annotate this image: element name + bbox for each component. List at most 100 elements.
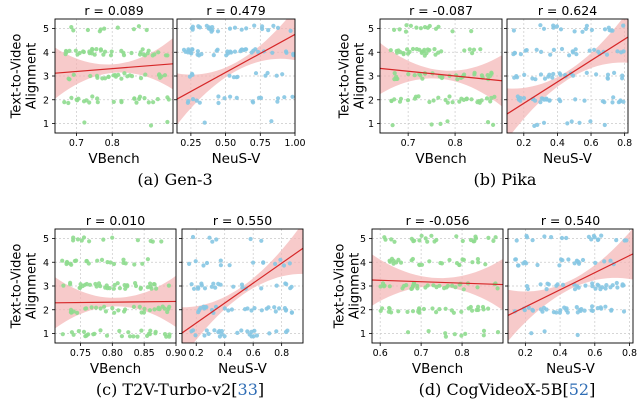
data-point [422,47,427,53]
data-point [454,234,459,239]
data-point [69,25,74,30]
data-point [575,310,580,315]
data-point [554,283,559,288]
correlation-title: r = 0.550 [213,213,272,228]
data-point [71,72,76,77]
data-point [84,281,89,287]
data-point [414,25,419,30]
data-point [386,309,391,314]
data-point [256,49,261,55]
data-point [98,306,103,311]
data-point [80,283,85,289]
data-point [76,329,81,334]
data-point [159,239,164,244]
panel-a-neusv: 0.25 0.50 0.75 1.00 r = 0.479 NeuS-V [174,3,306,167]
data-point [226,308,231,313]
regression-line [507,36,628,115]
data-point [135,238,140,243]
data-point [77,285,82,290]
x-tick-label: 0.90 [165,348,186,359]
data-point [571,73,576,78]
data-point [405,98,411,103]
y-axis-label-line-1: Text-to-Video [10,34,25,120]
x-tick-label: 0.80 [102,348,123,359]
data-point [450,283,455,288]
data-point [415,283,420,288]
data-point [470,308,475,313]
data-point [206,26,211,31]
data-point [476,260,481,265]
data-point [145,333,150,338]
data-point [610,100,615,105]
data-point [119,48,124,54]
data-point [267,331,272,336]
data-point [254,333,260,338]
data-point [516,97,522,102]
data-point [554,24,560,29]
x-axis-label: NeuS-V [546,361,596,377]
data-point [166,97,171,102]
data-point [65,260,70,265]
data-point [106,74,111,79]
data-point [274,73,279,78]
y-tick-label: 5 [43,234,49,245]
data-point [162,73,168,78]
x-tick-label: 0.50 [215,138,236,149]
data-point [148,284,153,289]
data-point [418,26,423,31]
data-point [252,328,257,333]
data-point [541,120,547,125]
data-point [235,330,240,335]
data-point [72,258,77,264]
data-point [121,257,126,262]
data-point [290,94,295,99]
data-point [229,50,234,55]
data-point [560,282,566,287]
data-point [569,119,574,124]
data-point [116,308,121,313]
data-point [111,261,117,267]
plot-content [182,229,303,343]
data-point [538,72,544,77]
data-point [567,53,572,58]
regression-line [55,63,173,74]
data-point [436,50,441,55]
data-point [394,260,399,265]
data-point [195,49,200,54]
data-point [96,281,102,286]
data-point [94,73,100,78]
data-point [127,73,132,78]
data-point [75,98,80,103]
data-point [94,305,99,310]
data-point [430,306,435,311]
data-point [224,53,229,58]
citation-link: 33 [238,380,258,399]
data-point [227,263,232,268]
data-point [228,94,233,99]
data-point [138,50,143,55]
data-point [591,233,597,238]
data-point [231,75,236,80]
data-point [589,237,594,242]
data-point [388,48,393,53]
data-point [397,99,403,104]
data-point [431,283,436,288]
data-point [570,50,576,55]
data-point [115,281,120,286]
data-point [397,27,402,32]
data-point [587,48,592,53]
data-point [245,329,250,334]
data-point [425,25,430,30]
data-point [197,25,202,30]
data-point [468,304,473,310]
data-point [131,27,136,32]
data-point [73,48,78,53]
data-point [215,47,220,52]
data-point [443,331,448,336]
panel-a-vbench: 1 2 3 4 5 0.7 0.8 r = 0.089 VBench [43,3,174,167]
data-point [389,98,394,103]
data-point [547,72,552,77]
data-point [387,284,392,289]
data-point [126,330,131,335]
data-point [387,305,392,311]
